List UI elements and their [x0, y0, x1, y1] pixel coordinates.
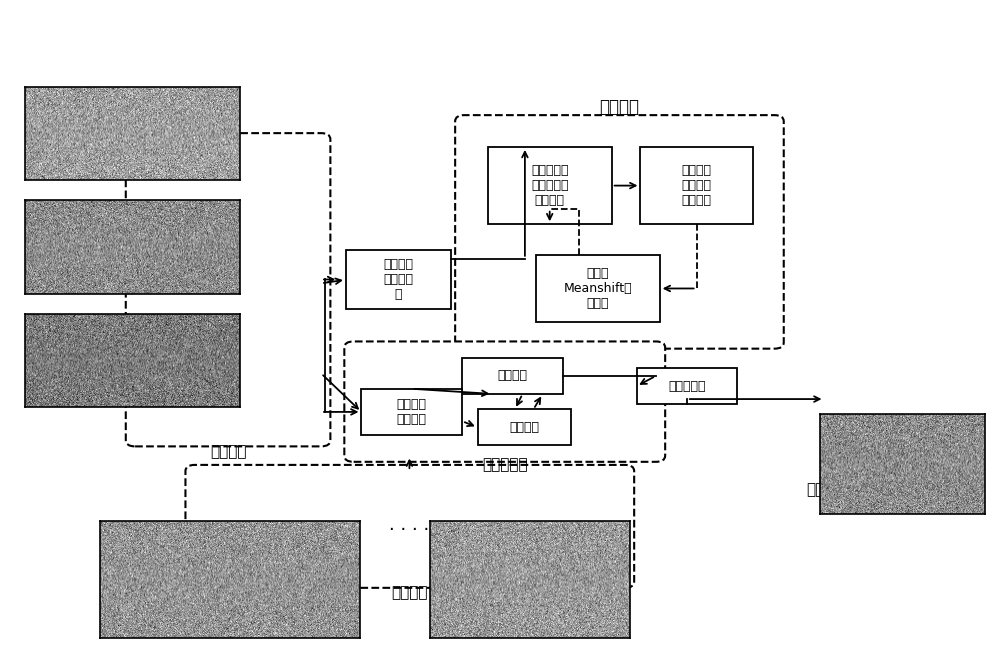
- Text: 利用视差图
像迭代更新
遮挡区域: 利用视差图 像迭代更新 遮挡区域: [531, 164, 568, 207]
- Text: . . . . . .: . . . . . .: [389, 516, 453, 534]
- Text: 利用遮挡
区域更新
视差图像: 利用遮挡 区域更新 视差图像: [682, 164, 712, 207]
- Text: 空域约束: 空域约束: [498, 369, 528, 382]
- Text: 左右视差
图初始化: 左右视差 图初始化: [397, 398, 427, 426]
- Text: 时空域约束: 时空域约束: [482, 457, 528, 472]
- Text: 时域约束: 时域约束: [509, 421, 539, 434]
- FancyBboxPatch shape: [344, 341, 665, 462]
- Text: 时域图像: 时域图像: [391, 585, 428, 601]
- Bar: [478, 409, 571, 446]
- Text: 迭代更新: 迭代更新: [599, 98, 639, 116]
- Bar: [488, 147, 612, 224]
- Bar: [361, 389, 462, 435]
- Bar: [637, 368, 737, 404]
- Bar: [536, 255, 660, 322]
- FancyBboxPatch shape: [185, 465, 634, 588]
- Text: 亚像素估计: 亚像素估计: [668, 379, 706, 393]
- Text: 空域图像: 空域图像: [210, 444, 246, 460]
- Bar: [640, 147, 753, 224]
- Text: 多参数
Meanshift平
面融合: 多参数 Meanshift平 面融合: [563, 267, 632, 310]
- Text: 视差图像: 视差图像: [807, 482, 843, 498]
- Bar: [346, 250, 450, 309]
- FancyBboxPatch shape: [126, 133, 330, 446]
- Bar: [462, 358, 563, 394]
- Text: 中间视差
图像初始
化: 中间视差 图像初始 化: [383, 258, 413, 301]
- FancyBboxPatch shape: [455, 115, 784, 349]
